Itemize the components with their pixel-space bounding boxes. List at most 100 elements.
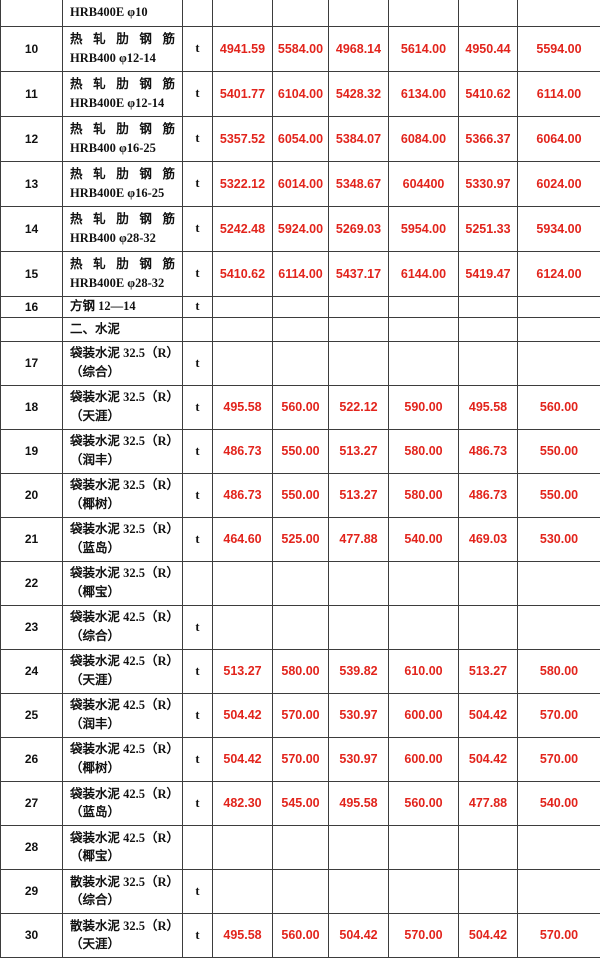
price-cell	[517, 0, 600, 27]
material-name: 袋装水泥 32.5（R） （蓝岛）	[64, 520, 182, 558]
material-name-line1: 热 轧 肋 钢 筋	[70, 76, 175, 91]
material-name-line1: 散装水泥 32.5（R）	[70, 874, 180, 889]
price-cell: 550.00	[272, 472, 329, 518]
price-cell: 570.00	[272, 692, 329, 738]
material-name-line2: （润丰）	[70, 453, 121, 468]
price-cell: 513.27	[328, 428, 389, 474]
unit-cell: t	[182, 25, 213, 72]
material-name-cell: 袋装水泥 42.5（R） （天涯）	[62, 648, 183, 694]
price-cell: 6124.00	[517, 250, 600, 297]
price-cell: 580.00	[517, 648, 600, 694]
price-cell: 6134.00	[388, 70, 459, 117]
price-cell: 550.00	[272, 428, 329, 474]
price-cell: 539.82	[328, 648, 389, 694]
price-cell: 6104.00	[272, 70, 329, 117]
row-number-cell: 16	[0, 295, 63, 318]
material-name-cell: 热 轧 肋 钢 筋 HRB400 φ12-14	[62, 25, 183, 72]
material-name-line1: 热 轧 肋 钢 筋	[70, 211, 175, 226]
price-cell	[458, 340, 518, 386]
price-cell: 469.03	[458, 516, 518, 562]
price-cell	[458, 868, 518, 914]
row-number-cell: 25	[0, 692, 63, 738]
material-name-line2: （综合）	[70, 893, 121, 908]
row-number-cell: 23	[0, 604, 63, 650]
row-number-cell: 15	[0, 250, 63, 297]
row-number-cell: 20	[0, 472, 63, 518]
price-cell	[328, 316, 389, 342]
row-number-cell: 19	[0, 428, 63, 474]
unit-cell: t	[182, 736, 213, 782]
unit-cell: t	[182, 516, 213, 562]
row-number-cell: 17	[0, 340, 63, 386]
table-row: 20 袋装水泥 32.5（R） （椰树） t 486.73 550.00 513.27 580…	[0, 472, 600, 518]
price-cell: 495.58	[212, 912, 273, 958]
unit-cell	[182, 0, 213, 27]
material-name-line1: 袋装水泥 42.5（R）	[70, 786, 180, 801]
price-cell: 5322.12	[212, 160, 273, 207]
price-cell: 5401.77	[212, 70, 273, 117]
material-name-cell: 袋装水泥 42.5（R） （椰宝）	[62, 824, 183, 870]
price-cell: 570.00	[272, 736, 329, 782]
material-name-cell: 热 轧 肋 钢 筋 HRB400E φ28-32	[62, 250, 183, 297]
material-name-line1: 袋装水泥 42.5（R）	[70, 610, 180, 625]
table-row: 29 散装水泥 32.5（R） （综合） t	[0, 868, 600, 914]
price-cell: 570.00	[517, 692, 600, 738]
material-name-line2: （椰宝）	[70, 585, 121, 600]
table-row: 30 散装水泥 32.5（R） （天涯） t 495.58 560.00 504.42 570…	[0, 912, 600, 958]
price-cell	[388, 295, 459, 318]
price-cell: 5410.62	[458, 70, 518, 117]
material-name-line1: 袋装水泥 42.5（R）	[70, 742, 180, 757]
material-name-cell: 袋装水泥 32.5（R） （综合）	[62, 340, 183, 386]
table-row: 10 热 轧 肋 钢 筋 HRB400 φ12-14 t 4941.59 5584.00 4…	[0, 25, 600, 72]
price-cell: 530.97	[328, 736, 389, 782]
table-row: 21 袋装水泥 32.5（R） （蓝岛） t 464.60 525.00 477.88 540…	[0, 516, 600, 562]
price-cell: 486.73	[458, 472, 518, 518]
price-cell	[272, 560, 329, 606]
material-name-line2: HRB400E φ12-14	[70, 95, 165, 110]
table-row: 13 热 轧 肋 钢 筋 HRB400E φ16-25 t 5322.12 6014.00…	[0, 160, 600, 207]
table-row: 19 袋装水泥 32.5（R） （润丰） t 486.73 550.00 513.27 580…	[0, 428, 600, 474]
material-name: 袋装水泥 32.5（R） （椰树）	[64, 476, 182, 514]
price-cell: 4941.59	[212, 25, 273, 72]
row-number-cell: 27	[0, 780, 63, 826]
price-cell: 580.00	[388, 472, 459, 518]
material-name-cell: 热 轧 肋 钢 筋 HRB400E φ12-14	[62, 70, 183, 117]
material-name: 方钢 12—14	[64, 297, 182, 316]
material-name: 袋装水泥 32.5（R） （综合）	[64, 344, 182, 382]
table-row: 11 热 轧 肋 钢 筋 HRB400E φ12-14 t 5401.77 6104.00…	[0, 70, 600, 117]
price-cell: 6024.00	[517, 160, 600, 207]
material-name-line1: 袋装水泥 32.5（R）	[70, 346, 180, 361]
unit-cell	[182, 316, 213, 342]
table-row: 24 袋装水泥 42.5（R） （天涯） t 513.27 580.00 539.82 610…	[0, 648, 600, 694]
material-name-cell: 散装水泥 32.5（R） （天涯）	[62, 912, 183, 958]
price-cell: 604400	[388, 160, 459, 207]
price-cell: 600.00	[388, 736, 459, 782]
row-number-cell: 22	[0, 560, 63, 606]
price-cell: 495.58	[328, 780, 389, 826]
price-cell	[212, 560, 273, 606]
material-name-line2: （天涯）	[70, 673, 121, 688]
table-row: 27 袋装水泥 42.5（R） （蓝岛） t 482.30 545.00 495.58 560…	[0, 780, 600, 826]
table-row: 28 袋装水泥 42.5（R） （椰宝）	[0, 824, 600, 870]
row-number-cell: 29	[0, 868, 63, 914]
price-cell: 504.42	[458, 736, 518, 782]
price-cell	[388, 340, 459, 386]
row-number-cell: 30	[0, 912, 63, 958]
price-cell	[517, 560, 600, 606]
price-cell	[388, 316, 459, 342]
unit-cell: t	[182, 472, 213, 518]
material-name-line2: （椰树）	[70, 761, 121, 776]
table-row: 15 热 轧 肋 钢 筋 HRB400E φ28-32 t 5410.62 6114.00…	[0, 250, 600, 297]
price-cell: 4950.44	[458, 25, 518, 72]
price-cell: 504.42	[212, 736, 273, 782]
material-name-cell: 袋装水泥 32.5（R） （润丰）	[62, 428, 183, 474]
price-cell: 495.58	[212, 384, 273, 430]
price-cell: 5251.33	[458, 205, 518, 252]
unit-cell: t	[182, 868, 213, 914]
price-cell: 560.00	[272, 384, 329, 430]
price-cell	[328, 0, 389, 27]
price-cell: 550.00	[517, 472, 600, 518]
row-number-cell: 11	[0, 70, 63, 117]
material-name-line1: 袋装水泥 42.5（R）	[70, 830, 180, 845]
